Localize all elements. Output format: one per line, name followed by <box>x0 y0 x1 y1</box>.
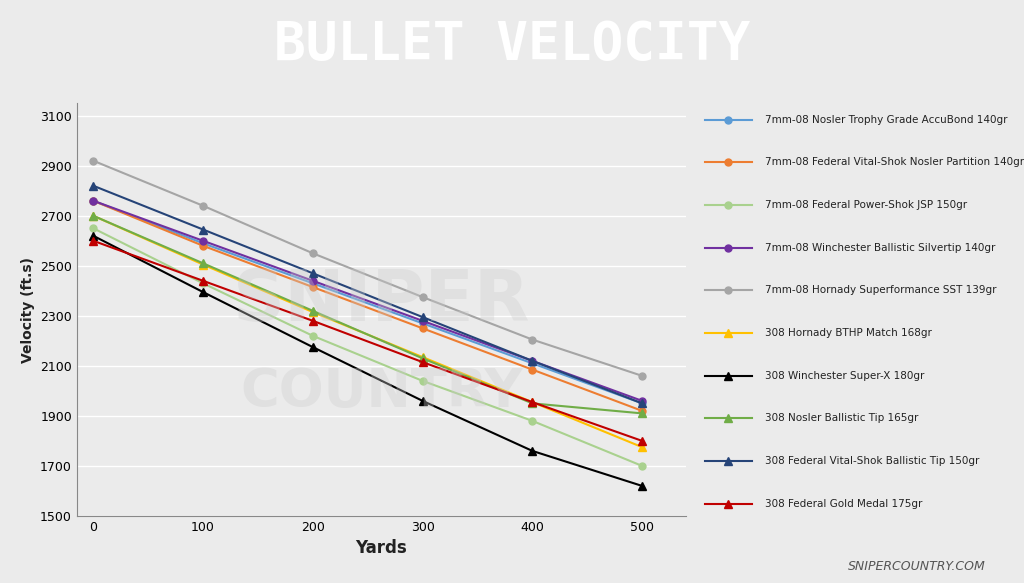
7mm-08 Federal Vital-Shok Nosler Partition 140gr <box>87 197 99 204</box>
Line: 7mm-08 Nosler Trophy Grade AccuBond 140gr: 7mm-08 Nosler Trophy Grade AccuBond 140g… <box>90 197 646 407</box>
308 Hornady BTHP Match 168gr <box>417 354 429 361</box>
Text: 7mm-08 Hornady Superformance SST 139gr: 7mm-08 Hornady Superformance SST 139gr <box>765 285 996 296</box>
Text: 7mm-08 Nosler Trophy Grade AccuBond 140gr: 7mm-08 Nosler Trophy Grade AccuBond 140g… <box>765 115 1008 125</box>
Line: 308 Winchester Super-X 180gr: 308 Winchester Super-X 180gr <box>89 231 646 490</box>
308 Hornady BTHP Match 168gr <box>636 444 648 451</box>
7mm-08 Hornady Superformance SST 139gr <box>87 157 99 164</box>
308 Federal Vital-Shok Ballistic Tip 150gr <box>526 357 539 364</box>
308 Federal Vital-Shok Ballistic Tip 150gr <box>417 314 429 321</box>
7mm-08 Nosler Trophy Grade AccuBond 140gr <box>306 280 318 287</box>
7mm-08 Hornady Superformance SST 139gr <box>636 373 648 380</box>
308 Federal Gold Medal 175gr <box>636 437 648 444</box>
308 Nosler Ballistic Tip 165gr <box>526 400 539 407</box>
Y-axis label: Velocity (ft.s): Velocity (ft.s) <box>20 257 35 363</box>
Line: 308 Hornady BTHP Match 168gr: 308 Hornady BTHP Match 168gr <box>89 212 646 451</box>
Text: 7mm-08 Winchester Ballistic Silvertip 140gr: 7mm-08 Winchester Ballistic Silvertip 14… <box>765 243 995 252</box>
7mm-08 Federal Vital-Shok Nosler Partition 140gr <box>197 243 209 250</box>
308 Winchester Super-X 180gr <box>636 483 648 490</box>
Text: 7mm-08 Federal Power-Shok JSP 150gr: 7mm-08 Federal Power-Shok JSP 150gr <box>765 200 967 210</box>
7mm-08 Winchester Ballistic Silvertip 140gr <box>636 398 648 405</box>
Line: 7mm-08 Hornady Superformance SST 139gr: 7mm-08 Hornady Superformance SST 139gr <box>90 157 646 380</box>
Text: 308 Federal Gold Medal 175gr: 308 Federal Gold Medal 175gr <box>765 498 923 508</box>
7mm-08 Winchester Ballistic Silvertip 140gr <box>306 278 318 285</box>
308 Winchester Super-X 180gr <box>197 289 209 296</box>
308 Nosler Ballistic Tip 165gr <box>636 410 648 417</box>
Line: 7mm-08 Winchester Ballistic Silvertip 140gr: 7mm-08 Winchester Ballistic Silvertip 14… <box>90 197 646 405</box>
Text: BULLET VELOCITY: BULLET VELOCITY <box>273 19 751 71</box>
7mm-08 Federal Vital-Shok Nosler Partition 140gr <box>636 408 648 415</box>
308 Hornady BTHP Match 168gr <box>526 399 539 406</box>
308 Nosler Ballistic Tip 165gr <box>197 260 209 267</box>
7mm-08 Nosler Trophy Grade AccuBond 140gr <box>417 320 429 327</box>
308 Winchester Super-X 180gr <box>87 232 99 239</box>
308 Nosler Ballistic Tip 165gr <box>87 212 99 219</box>
308 Winchester Super-X 180gr <box>526 447 539 454</box>
7mm-08 Federal Vital-Shok Nosler Partition 140gr <box>306 283 318 290</box>
308 Winchester Super-X 180gr <box>417 398 429 405</box>
308 Federal Gold Medal 175gr <box>526 399 539 406</box>
7mm-08 Winchester Ballistic Silvertip 140gr <box>417 317 429 324</box>
7mm-08 Nosler Trophy Grade AccuBond 140gr <box>87 197 99 204</box>
308 Federal Vital-Shok Ballistic Tip 150gr <box>306 270 318 277</box>
Text: SNIPER: SNIPER <box>232 267 530 336</box>
308 Federal Vital-Shok Ballistic Tip 150gr <box>197 226 209 233</box>
Line: 7mm-08 Federal Power-Shok JSP 150gr: 7mm-08 Federal Power-Shok JSP 150gr <box>90 225 646 469</box>
308 Winchester Super-X 180gr <box>306 343 318 350</box>
Text: 308 Winchester Super-X 180gr: 308 Winchester Super-X 180gr <box>765 371 925 381</box>
7mm-08 Hornady Superformance SST 139gr <box>306 250 318 257</box>
X-axis label: Yards: Yards <box>355 539 408 557</box>
7mm-08 Nosler Trophy Grade AccuBond 140gr <box>526 360 539 367</box>
Text: 308 Federal Vital-Shok Ballistic Tip 150gr: 308 Federal Vital-Shok Ballistic Tip 150… <box>765 456 979 466</box>
7mm-08 Winchester Ballistic Silvertip 140gr <box>197 237 209 244</box>
308 Federal Vital-Shok Ballistic Tip 150gr <box>87 182 99 189</box>
7mm-08 Hornady Superformance SST 139gr <box>417 294 429 301</box>
Line: 308 Federal Vital-Shok Ballistic Tip 150gr: 308 Federal Vital-Shok Ballistic Tip 150… <box>89 181 646 408</box>
7mm-08 Federal Power-Shok JSP 150gr <box>306 332 318 339</box>
7mm-08 Federal Vital-Shok Nosler Partition 140gr <box>417 325 429 332</box>
308 Hornady BTHP Match 168gr <box>87 212 99 219</box>
Text: SNIPERCOUNTRY.COM: SNIPERCOUNTRY.COM <box>848 560 985 573</box>
308 Nosler Ballistic Tip 165gr <box>417 355 429 362</box>
308 Federal Gold Medal 175gr <box>306 317 318 324</box>
7mm-08 Winchester Ballistic Silvertip 140gr <box>87 197 99 204</box>
7mm-08 Hornady Superformance SST 139gr <box>197 202 209 209</box>
308 Hornady BTHP Match 168gr <box>306 308 318 315</box>
7mm-08 Hornady Superformance SST 139gr <box>526 336 539 343</box>
7mm-08 Federal Power-Shok JSP 150gr <box>417 377 429 384</box>
308 Hornady BTHP Match 168gr <box>197 261 209 268</box>
Text: COUNTRY: COUNTRY <box>240 366 523 418</box>
Text: 7mm-08 Federal Vital-Shok Nosler Partition 140gr: 7mm-08 Federal Vital-Shok Nosler Partiti… <box>765 157 1024 167</box>
308 Federal Gold Medal 175gr <box>417 359 429 366</box>
Text: 308 Hornady BTHP Match 168gr: 308 Hornady BTHP Match 168gr <box>765 328 932 338</box>
308 Federal Vital-Shok Ballistic Tip 150gr <box>636 400 648 407</box>
7mm-08 Winchester Ballistic Silvertip 140gr <box>526 357 539 364</box>
308 Nosler Ballistic Tip 165gr <box>306 307 318 314</box>
7mm-08 Federal Power-Shok JSP 150gr <box>526 417 539 424</box>
7mm-08 Federal Power-Shok JSP 150gr <box>636 462 648 469</box>
7mm-08 Nosler Trophy Grade AccuBond 140gr <box>636 400 648 407</box>
Text: 308 Nosler Ballistic Tip 165gr: 308 Nosler Ballistic Tip 165gr <box>765 413 919 423</box>
7mm-08 Federal Power-Shok JSP 150gr <box>87 225 99 232</box>
7mm-08 Federal Vital-Shok Nosler Partition 140gr <box>526 366 539 373</box>
308 Federal Gold Medal 175gr <box>87 237 99 244</box>
Line: 7mm-08 Federal Vital-Shok Nosler Partition 140gr: 7mm-08 Federal Vital-Shok Nosler Partiti… <box>90 197 646 415</box>
308 Federal Gold Medal 175gr <box>197 278 209 285</box>
7mm-08 Nosler Trophy Grade AccuBond 140gr <box>197 240 209 247</box>
Line: 308 Federal Gold Medal 175gr: 308 Federal Gold Medal 175gr <box>89 237 646 445</box>
Line: 308 Nosler Ballistic Tip 165gr: 308 Nosler Ballistic Tip 165gr <box>89 212 646 417</box>
7mm-08 Federal Power-Shok JSP 150gr <box>197 280 209 287</box>
